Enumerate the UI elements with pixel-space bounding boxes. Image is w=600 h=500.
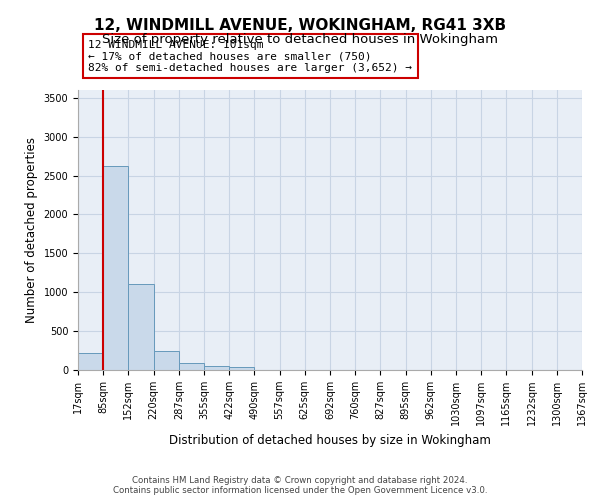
Text: Contains HM Land Registry data © Crown copyright and database right 2024.
Contai: Contains HM Land Registry data © Crown c…: [113, 476, 487, 495]
Bar: [204, 366, 229, 370]
Text: 12 WINDMILL AVENUE: 101sqm
← 17% of detached houses are smaller (750)
82% of sem: 12 WINDMILL AVENUE: 101sqm ← 17% of deta…: [88, 40, 412, 73]
Text: Size of property relative to detached houses in Wokingham: Size of property relative to detached ho…: [102, 32, 498, 46]
Bar: [154, 350, 179, 370]
X-axis label: Distribution of detached houses by size in Wokingham: Distribution of detached houses by size …: [169, 434, 491, 446]
Bar: [128, 284, 154, 370]
Y-axis label: Number of detached properties: Number of detached properties: [25, 137, 38, 323]
Bar: [229, 368, 254, 370]
Bar: [78, 353, 103, 370]
Bar: [103, 166, 128, 370]
Text: 12, WINDMILL AVENUE, WOKINGHAM, RG41 3XB: 12, WINDMILL AVENUE, WOKINGHAM, RG41 3XB: [94, 18, 506, 32]
Bar: [179, 363, 204, 370]
